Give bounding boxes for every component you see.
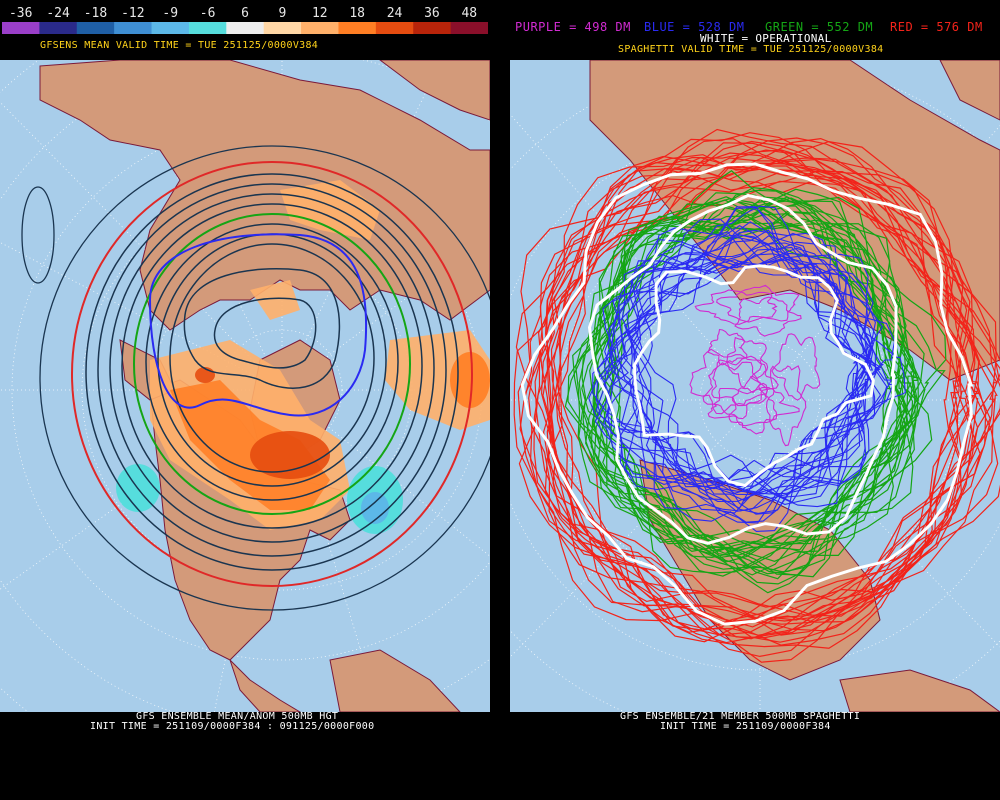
spaghetti-valid-time-label: SPAGHETTI VALID TIME = TUE 251125/0000V3…: [618, 44, 884, 55]
red-576-contour: [553, 149, 981, 608]
mean-valid-time-label: GFSENS MEAN VALID TIME = TUE 251125/0000…: [40, 40, 319, 51]
blue-528-contour: [615, 229, 876, 514]
blue-528-contour: [604, 206, 874, 512]
central-america-land: [229, 659, 301, 712]
blue-528-contour: [610, 206, 884, 495]
red-576-contour: [550, 137, 1000, 621]
operational-576-contour: [520, 162, 974, 626]
color-scale-label: -12: [121, 6, 145, 21]
spaghetti-map-canvas: [510, 60, 1000, 712]
color-scale-label: -9: [162, 6, 179, 21]
color-scale-swatch: [39, 22, 78, 34]
red-576-contour: [517, 128, 997, 646]
color-scale-swatch: [76, 22, 115, 34]
legend-entry: RED = 576 DM: [890, 20, 983, 34]
purple-498-contour: [702, 361, 767, 420]
color-scale-label: 6: [241, 6, 249, 21]
green-552-contour: [587, 210, 902, 575]
legend-entry: PURPLE = 498 DM: [515, 20, 631, 34]
spaghetti-footer-init-time: INIT TIME = 251109/0000F384: [660, 721, 831, 732]
red-576-contour: [558, 137, 991, 639]
color-scale-swatch: [226, 22, 265, 34]
africa-land: [379, 60, 490, 121]
color-scale-swatch: [2, 22, 40, 34]
green-552-contour: [572, 215, 914, 559]
red-576-contour: [537, 157, 971, 631]
purple-498-contour: [707, 387, 800, 427]
mean-footer-init-time: INIT TIME = 251109/0000F384 : 091125/000…: [90, 721, 375, 732]
color-scale-label: 36: [424, 6, 440, 21]
mean-anomaly-map-canvas: [0, 60, 490, 712]
blue-528-contour: [630, 221, 877, 496]
spaghetti-map: [510, 60, 1000, 712]
blue-528-contour: [596, 253, 888, 502]
red-576-contour: [540, 140, 980, 643]
purple-498-contour: [771, 333, 821, 401]
color-scale-label: -6: [199, 6, 216, 21]
red-576-contour: [542, 162, 979, 663]
color-scale-label: 9: [278, 6, 287, 21]
color-scale-label: -18: [83, 6, 108, 21]
color-scale-label: 24: [386, 6, 403, 21]
purple-498-contour: [711, 355, 779, 407]
south-america-land: [839, 669, 1000, 712]
south-america-land: [329, 649, 461, 712]
color-scale-label: -24: [46, 6, 70, 21]
color-scale-bar: [2, 22, 488, 34]
spaghetti-contours: [513, 128, 1000, 663]
color-scale-label: 12: [311, 6, 328, 21]
blue-528-contour: [603, 252, 864, 532]
color-scale-label: 48: [461, 6, 478, 21]
blue-528-contour: [620, 232, 906, 488]
blue-528-contour: [594, 246, 874, 499]
color-scale-swatch: [450, 22, 488, 34]
green-552-contour: [581, 213, 919, 558]
green-552-contour: [598, 197, 904, 578]
legend-entry: BLUE = 528 DM: [644, 20, 745, 34]
purple-498-contour: [716, 284, 800, 323]
purple-498-contour: [694, 289, 778, 325]
purple-498-contour: [728, 382, 778, 435]
red-576-contour: [533, 155, 981, 636]
red-576-contour: [542, 142, 976, 636]
eurasia-land: [39, 60, 490, 331]
height-contours: [21, 145, 490, 611]
purple-498-contour: [689, 348, 769, 415]
color-scale-swatch: [188, 22, 227, 34]
purple-498-contour: [734, 296, 802, 337]
red-576-contour: [513, 149, 999, 640]
blue-528-contour: [603, 231, 872, 523]
red-576-contour: [519, 152, 998, 658]
mean-anomaly-map: [0, 60, 490, 712]
africa-land: [939, 60, 1000, 121]
color-scale-swatch: [151, 22, 190, 34]
spaghetti-footer-title: GFS ENSEMBLE/21 MEMBER 500MB SPAGHETTI: [620, 711, 861, 722]
operational-528-contour: [632, 264, 875, 488]
blue-528-contour: [623, 258, 874, 498]
purple-498-contour: [726, 336, 769, 389]
purple-498-contour: [707, 328, 748, 366]
color-scale-label: 18: [349, 6, 365, 21]
operational-552-contour: [587, 193, 898, 545]
color-scale-swatch: [338, 22, 377, 34]
operational-legend: WHITE = OPERATIONAL: [700, 32, 832, 45]
green-552-contour: [564, 198, 919, 576]
color-scale-swatch: [375, 22, 414, 34]
legend-entry: GREEN = 552 DM: [765, 20, 874, 34]
color-scale-label: -36: [8, 6, 33, 21]
red-576-contour: [528, 168, 999, 644]
blue-528-contour: [635, 229, 896, 503]
color-scale-swatch: [263, 22, 302, 34]
blue-528-contour: [629, 234, 874, 515]
red-576-contour: [544, 170, 973, 625]
color-scale-swatch: [114, 22, 153, 34]
blue-528-contour: [588, 256, 893, 524]
blue-528-contour: [609, 225, 859, 509]
color-scale-swatch: [413, 22, 452, 34]
mean-footer-title: GFS ENSEMBLE MEAN/ANOM 500MB HGT: [136, 711, 339, 722]
red-576-contour: [546, 138, 974, 643]
color-scale-swatch: [301, 22, 339, 34]
